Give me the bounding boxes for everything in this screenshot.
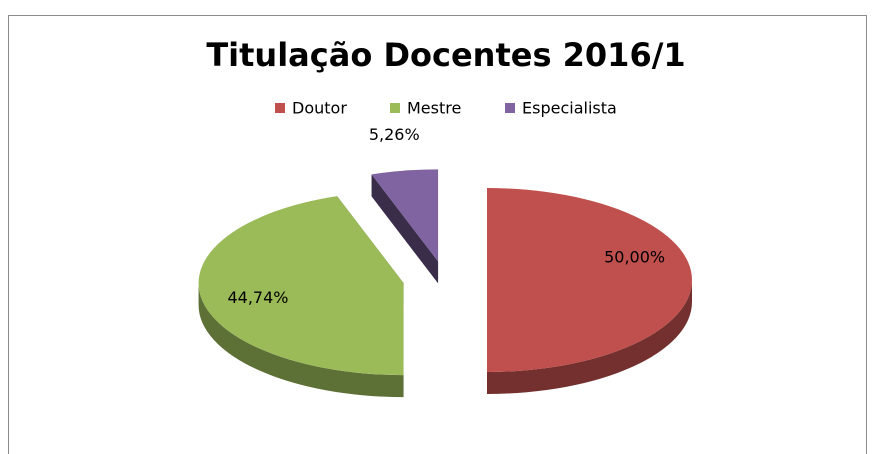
legend-swatch	[275, 103, 285, 113]
chart-title: Titulação Docentes 2016/1	[206, 36, 685, 74]
data-label: 50,00%	[604, 248, 665, 267]
slice-cut-face	[371, 174, 439, 284]
legend-swatch	[390, 103, 400, 113]
legend-label: Mestre	[407, 99, 461, 118]
slice	[198, 196, 404, 376]
legend-label: Especialista	[522, 99, 617, 118]
slice-side	[487, 280, 692, 394]
data-label: 44,74%	[227, 288, 288, 307]
slice-side	[198, 283, 404, 398]
legend-swatch	[505, 103, 515, 113]
slice	[371, 169, 439, 262]
legend-label: Doutor	[292, 99, 347, 118]
slice	[487, 188, 692, 372]
legend: Doutor Mestre Especialista	[275, 99, 617, 118]
pie: 50,00% 44,74% 5,26%	[198, 125, 692, 398]
data-label: 5,26%	[369, 125, 420, 144]
